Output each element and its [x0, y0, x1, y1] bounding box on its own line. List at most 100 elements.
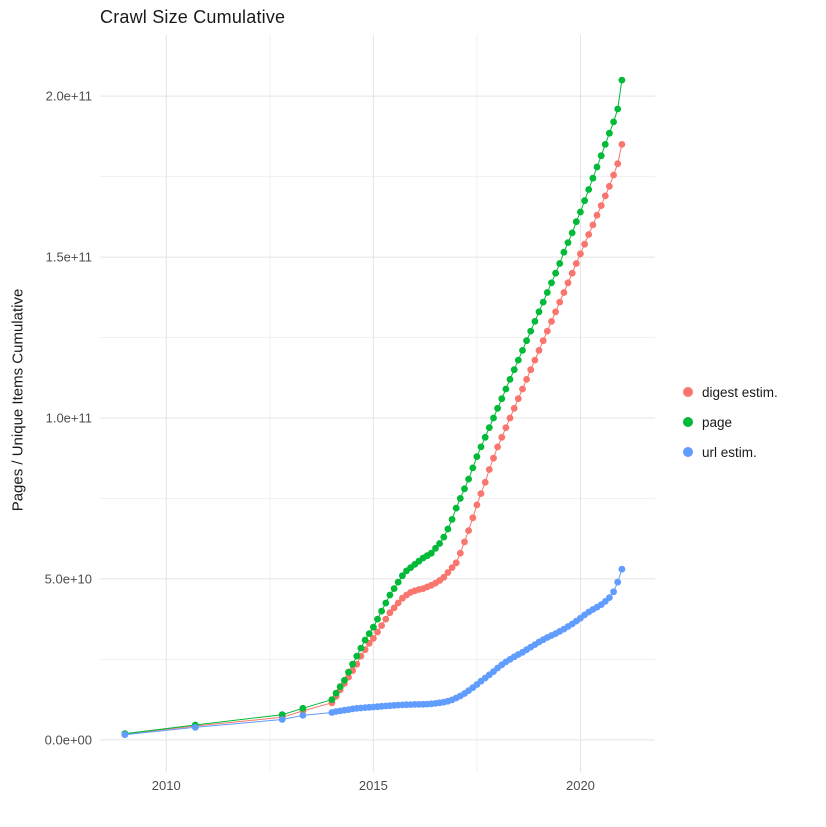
data-point-1: [336, 683, 344, 691]
data-point-1: [490, 414, 497, 422]
data-point-0: [577, 250, 584, 258]
data-point-2: [610, 588, 617, 596]
data-point-2: [618, 565, 626, 573]
data-point-1: [436, 540, 443, 547]
legend-label-digest-estim: digest estim.: [702, 384, 778, 400]
data-point-0: [614, 160, 622, 168]
data-point-1: [386, 591, 394, 599]
data-point-1: [469, 464, 477, 472]
data-point-0: [572, 260, 580, 267]
data-point-0: [382, 615, 390, 623]
data-point-0: [494, 443, 501, 451]
data-point-1: [519, 347, 526, 354]
data-point-1: [456, 495, 464, 502]
data-point-1: [597, 152, 605, 160]
data-point-1: [618, 76, 626, 84]
data-point-0: [477, 490, 485, 497]
x-tick-label: 2020: [566, 778, 595, 793]
data-point-2: [121, 731, 129, 739]
data-point-0: [593, 211, 601, 219]
data-point-1: [332, 689, 340, 697]
data-point-0: [461, 538, 468, 546]
legend-label-page: page: [702, 414, 733, 430]
data-point-0: [390, 604, 398, 612]
data-point-1: [357, 644, 365, 652]
url-estim-dot-icon: [683, 447, 693, 457]
data-point-1: [473, 453, 481, 460]
data-point-0: [502, 424, 510, 431]
data-point-1: [539, 298, 547, 306]
legend-item-page: page: [683, 407, 778, 437]
data-point-0: [456, 549, 464, 557]
data-point-1: [502, 385, 510, 393]
data-point-0: [564, 279, 572, 287]
data-point-2: [606, 594, 613, 601]
data-point-0: [581, 240, 588, 248]
data-point-1: [564, 239, 572, 247]
data-point-1: [341, 676, 348, 684]
legend: digest estim. page url estim.: [683, 377, 778, 467]
x-tick-label: 2010: [152, 778, 181, 793]
data-point-1: [523, 337, 530, 345]
data-point-1: [399, 572, 406, 580]
y-tick-label: 1.5e+11: [46, 250, 92, 265]
data-point-0: [539, 337, 547, 345]
data-point-1: [498, 395, 506, 403]
data-point-0: [448, 564, 456, 571]
data-point-1: [527, 327, 535, 335]
data-point-0: [440, 573, 448, 581]
data-point-0: [374, 628, 381, 636]
data-point-0: [452, 559, 460, 567]
data-point-0: [473, 501, 481, 509]
data-point-0: [498, 433, 506, 441]
data-point-1: [572, 218, 580, 226]
data-point-1: [465, 475, 472, 483]
data-point-0: [394, 599, 402, 607]
x-tick-label: 2015: [359, 778, 388, 793]
data-point-0: [548, 318, 555, 325]
data-point-1: [514, 356, 522, 364]
page-dot-icon: [683, 417, 693, 427]
data-point-0: [618, 141, 626, 148]
data-point-0: [552, 308, 559, 316]
data-point-0: [469, 514, 477, 522]
data-point-1: [585, 186, 593, 193]
data-point-1: [328, 696, 336, 703]
data-point-0: [601, 192, 609, 200]
data-point-1: [481, 433, 489, 441]
data-point-0: [370, 635, 377, 642]
y-tick-label: 5.0e+10: [45, 571, 92, 586]
data-point-0: [386, 609, 394, 617]
data-point-1: [589, 174, 597, 182]
data-point-0: [506, 414, 514, 422]
data-point-1: [353, 652, 361, 660]
data-point-0: [485, 466, 493, 473]
data-point-0: [510, 404, 518, 412]
digest-estim-dot-icon: [683, 387, 693, 397]
data-point-1: [378, 607, 385, 615]
data-point-1: [390, 585, 398, 592]
data-point-0: [597, 202, 605, 210]
data-point-1: [278, 711, 286, 719]
data-point-1: [560, 248, 568, 256]
data-point-1: [461, 485, 468, 493]
data-point-0: [490, 454, 497, 462]
data-point-1: [299, 704, 307, 712]
data-point-0: [481, 478, 489, 486]
data-point-1: [552, 269, 559, 277]
data-point-1: [568, 229, 576, 237]
data-point-1: [374, 615, 381, 623]
data-point-0: [531, 356, 539, 364]
data-point-1: [485, 424, 493, 431]
chart-title: Crawl Size Cumulative: [100, 7, 286, 27]
data-point-1: [345, 668, 352, 676]
y-tick-label: 0.0e+00: [45, 732, 92, 747]
data-point-1: [581, 197, 588, 205]
y-tick-label: 1.0e+11: [46, 410, 92, 425]
data-point-1: [543, 289, 551, 296]
data-point-0: [606, 182, 613, 190]
data-point-0: [568, 269, 576, 277]
data-point-0: [465, 527, 472, 534]
